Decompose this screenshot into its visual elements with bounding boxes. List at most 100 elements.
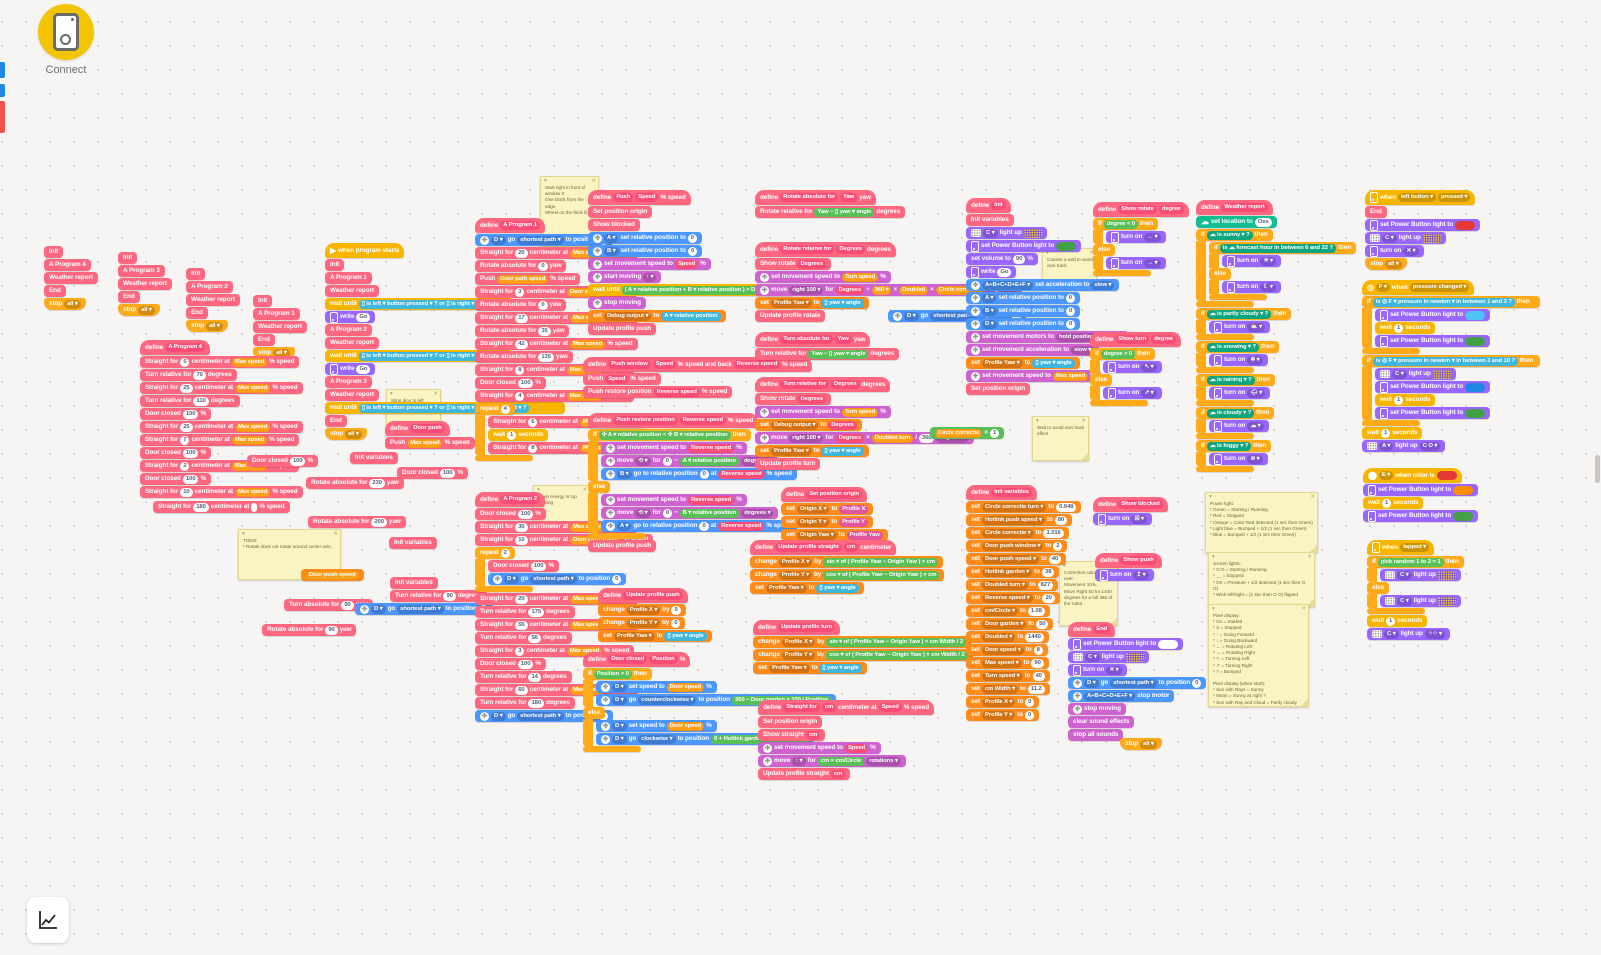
color-swatch-input[interactable] [1056,241,1077,251]
block-cluster-colorevent[interactable]: ⬤ E ▾ when color is set Power Button light … [1363,468,1479,523]
code-block[interactable]: Turn relative for 110 degrees [140,395,240,407]
block-cluster-loose-rot230[interactable]: Rotate absolute for 230 yaw [306,477,404,490]
code-block[interactable]: set Hotlink push speed ▾ to 80 [966,514,1073,526]
code-block[interactable]: ✚ move ⟲ ▾ for 0− B ▾ relative position degree… [587,506,779,520]
stop-block[interactable]: stop all ▾ [1120,738,1162,750]
pixel-matrix-input[interactable] [1125,652,1144,662]
code-block[interactable]: set Reverse speed ▾ to 20 [966,592,1060,604]
code-block[interactable]: if degree < 0 then [1093,218,1159,230]
code-block[interactable]: Weather report [118,278,172,290]
code-block[interactable]: wait 1 seconds [1367,615,1428,627]
code-block[interactable]: Push Door path speed% speed [475,273,581,285]
block-cluster-loose-init-turn[interactable]: Init variables Turn relative for 90 degrees [390,577,487,603]
code-block[interactable]: Push Max speed% speed [385,437,475,449]
code-block[interactable]: set Hotlink garden ▾ to 38 [966,566,1060,578]
dropdown-input[interactable]: D ▾ [1084,678,1099,688]
code-block[interactable]: set Power Button light to [1363,510,1479,522]
code-block[interactable]: Turn relative for 175 degrees [475,606,575,618]
code-block[interactable]: Weather report [325,285,379,297]
code-block[interactable]: set Origin Yaw ▾ to Profile Yaw [781,529,888,541]
code-block[interactable]: if pick random 1 to 2 = 1 then [1367,556,1464,568]
code-block[interactable]: End [253,334,275,346]
stop-block[interactable]: stop all ▾ [325,428,367,440]
dropdown-input[interactable]: ☒ ▾ [1131,514,1147,524]
block-cluster-tapped[interactable]: when tapped ▾ if pick random 1 to 2 = 1 then… [1367,540,1464,641]
pixel-matrix-input[interactable] [1437,570,1456,580]
hat-block[interactable]: define Door push [385,421,450,436]
code-block[interactable]: set Turn speed ▾ to 40 [966,670,1050,682]
block-cluster-updturn[interactable]: define Update profile turn change Profile X… [753,620,973,675]
code-block[interactable]: change Profile Y ▾ by cos ▾ of ( Profile Ya… [750,569,945,581]
note-close-icon[interactable]: ✕ [1307,554,1312,560]
code-block[interactable]: change Profile X ▾ by 0 [598,604,686,616]
pixel-matrix-input[interactable] [1437,596,1456,606]
code-block[interactable]: ✚ set movement speed to Turn speed% [755,406,891,418]
value-input[interactable]: 0 [1066,306,1076,316]
dropdown-input[interactable]: Turn speed ▾ [981,671,1023,681]
dropdown-input[interactable]: ✕ ▾ [1403,246,1419,256]
dropdown-input[interactable]: B ▾ [604,246,619,256]
dropdown-input[interactable]: Profile X ▾ [781,637,816,647]
code-block[interactable]: Weather report [325,337,379,349]
dropdown-input[interactable]: shortest path ▾ [1110,678,1157,688]
code-block[interactable]: End [44,285,66,297]
code-block[interactable]: Straight for 25 centimeter at Max speed% sp… [140,382,303,394]
dropdown-input[interactable]: Doubled turn ▾ [981,580,1028,590]
code-block[interactable]: Show straight cm [758,729,826,741]
value-input[interactable]: 42 [515,339,528,349]
dropdown-input[interactable]: Profile Yaw ▾ [770,446,812,456]
dropdown-input[interactable]: clockwise ▾ [638,734,676,744]
value-input[interactable]: 3 [515,646,525,656]
color-swatch-input[interactable] [1436,471,1457,480]
hat-block[interactable]: define Straight for cm centimeter at Speed% … [758,700,935,715]
hat-block[interactable]: define A Program 2 [475,492,545,507]
dropdown-input[interactable]: ☾ ▾ [1260,282,1276,292]
code-block[interactable]: turn on ↖ ▾ [1090,360,1162,374]
code-block[interactable]: turn on ⛅ ▾ [1196,320,1270,334]
note-collapse-icon[interactable]: ▾ [1046,250,1049,256]
code-block[interactable]: if ☁ is cloudy ▾ ? then [1196,407,1275,419]
code-block[interactable]: ✚ set movement acceleration to slow ▾ [966,344,1100,356]
code-block[interactable]: Straight for 10 centimeter at Max speed% sp… [140,486,303,498]
sticky-note[interactable]: ▾ ✕ Screen lights: * O O = Starting / Runn… [1208,552,1315,607]
dropdown-input[interactable]: slow ▾ [1071,345,1095,355]
sticky-note[interactable]: ▾ ✕ Wait to avoid own track effect [1032,416,1089,461]
hat-block[interactable]: define Show turn degree [1090,332,1181,347]
value-input[interactable]: 0 [538,300,548,310]
dropdown-input[interactable]: Profile Y ▾ [778,570,812,580]
note-close-icon[interactable]: ✕ [582,487,587,493]
code-block[interactable]: ✚ D ▾ set speed to Door speed% [583,719,717,733]
code-block[interactable]: change Profile X ▾ by sin ▾ of ( Profile Ya… [753,636,972,648]
dropdown-input[interactable]: D ▾ [904,311,919,321]
value-input[interactable]: 38 [1042,567,1055,577]
value-input[interactable]: Go [356,364,371,374]
code-block[interactable]: Show rotate Degrees [755,258,832,270]
code-block[interactable]: set Doubled turn ▾ to 827 [966,579,1059,591]
block-cluster-loose-initvars1[interactable]: Init variables [350,452,398,465]
code-block[interactable]: turn on ← ▾ [1093,230,1166,244]
dropdown-input[interactable]: all ▾ [64,299,81,309]
dropdown-input[interactable]: right 100 ▾ [789,433,824,443]
value-input[interactable]: 7 [180,435,190,445]
value-input[interactable]: 0 [671,618,681,628]
dropdown-input[interactable]: ↗ ▾ [1141,388,1157,398]
code-block[interactable]: C ▾ light up [1362,367,1456,381]
block-cluster-showturn[interactable]: define Show turn degree if degree > 0 then tur… [1090,332,1181,407]
color-swatch-input[interactable] [1465,336,1486,346]
dropdown-input[interactable]: Profile Yaw ▾ [768,663,810,673]
value-input[interactable]: 1 [989,428,1000,438]
value-input[interactable]: 100 [517,659,534,669]
code-block[interactable]: if ✣ A ▾ relative position < ✣ B ▾ relati… [588,429,751,441]
code-block[interactable]: Init [186,268,206,280]
code-block[interactable]: ✚ set movement speed to Speed% [758,742,881,754]
code-block[interactable]: A Program 1 [325,272,372,284]
code-block[interactable]: Door closed 100% [475,508,546,520]
block-cluster-showpush[interactable]: define Show push turn on ↥ ▾ [1095,553,1162,582]
hat-block[interactable]: when tapped ▾ [1367,540,1435,555]
value-input[interactable]: 200 [371,517,387,527]
dropdown-input[interactable]: D ▾ [982,319,997,329]
code-block[interactable]: Update profile turn [755,458,821,470]
dropdown-input[interactable]: E ▾ [1378,471,1394,480]
dropdown-input[interactable]: Profile Y ▾ [981,710,1016,720]
value-input[interactable]: 100 [517,509,534,519]
